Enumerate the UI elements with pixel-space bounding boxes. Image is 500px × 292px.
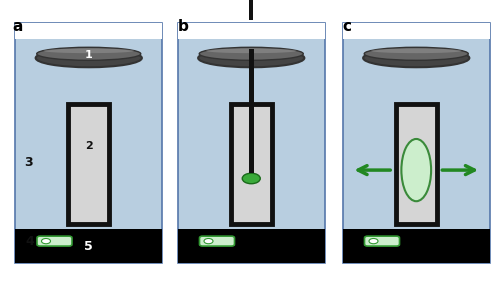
Bar <box>178 23 325 39</box>
Ellipse shape <box>199 47 304 60</box>
Circle shape <box>242 173 260 184</box>
Text: 3: 3 <box>24 156 32 169</box>
FancyBboxPatch shape <box>200 236 234 246</box>
Ellipse shape <box>371 48 462 53</box>
Bar <box>15 229 163 263</box>
Bar <box>68 104 110 224</box>
Bar <box>342 229 490 263</box>
Bar <box>15 23 163 39</box>
Circle shape <box>42 239 50 244</box>
FancyBboxPatch shape <box>364 236 400 246</box>
Ellipse shape <box>36 47 141 60</box>
Bar <box>178 23 325 263</box>
Bar <box>342 23 490 263</box>
Ellipse shape <box>206 48 296 53</box>
Text: c: c <box>342 19 351 34</box>
Text: a: a <box>12 19 23 34</box>
Bar <box>178 229 325 263</box>
Bar <box>248 49 254 173</box>
Bar <box>15 23 163 263</box>
Text: 1: 1 <box>85 51 92 60</box>
Text: 2: 2 <box>85 141 92 151</box>
Ellipse shape <box>364 47 469 60</box>
Bar <box>342 23 490 39</box>
Text: 4: 4 <box>25 234 34 248</box>
Ellipse shape <box>36 49 142 67</box>
Circle shape <box>369 239 378 244</box>
Text: b: b <box>178 19 188 34</box>
Bar <box>396 104 437 224</box>
Bar <box>249 0 253 20</box>
Ellipse shape <box>363 49 470 67</box>
Ellipse shape <box>44 48 134 53</box>
Bar <box>230 104 272 224</box>
Ellipse shape <box>402 139 431 201</box>
Ellipse shape <box>198 49 304 67</box>
Text: 5: 5 <box>84 239 93 253</box>
FancyBboxPatch shape <box>37 236 72 246</box>
Circle shape <box>204 239 213 244</box>
